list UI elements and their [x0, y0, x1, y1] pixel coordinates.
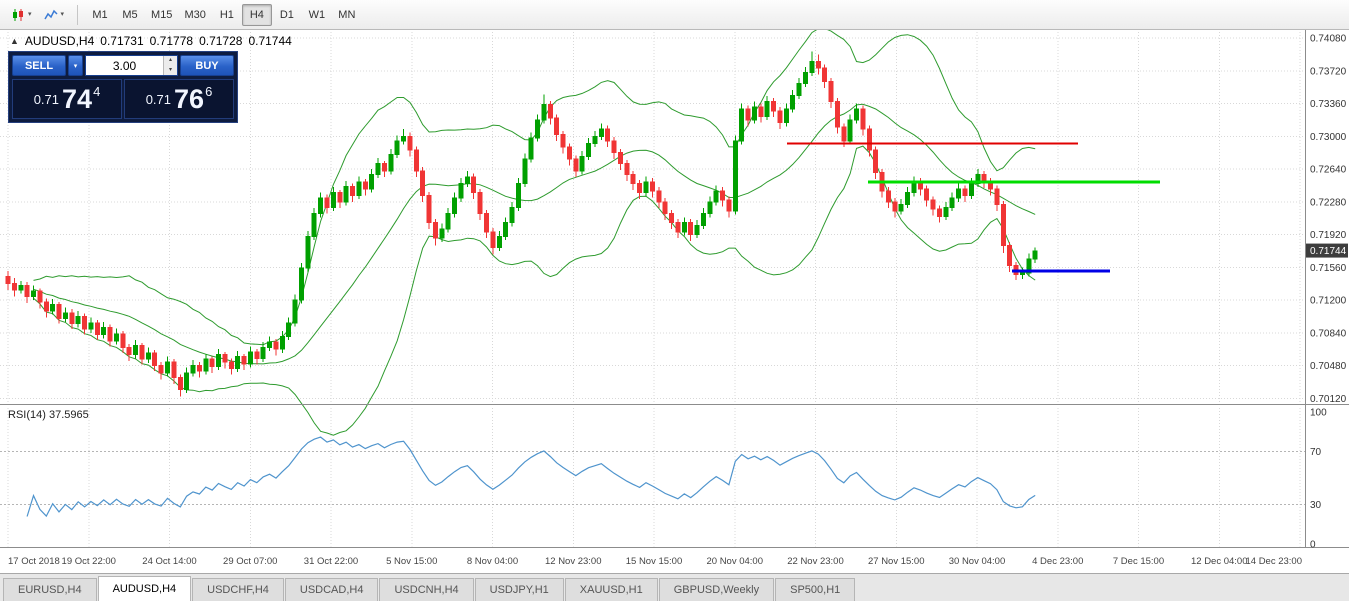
svg-text:0.70480: 0.70480 [1310, 361, 1347, 372]
svg-text:4 Dec 23:00: 4 Dec 23:00 [1032, 556, 1083, 567]
tab-eurusd-h4[interactable]: EURUSD,H4 [3, 578, 97, 601]
buy-button[interactable]: BUY [180, 55, 234, 76]
indicator-icon [43, 9, 58, 19]
low-value: 0.71728 [199, 34, 243, 48]
symbol-label: AUDUSD,H4 [24, 34, 95, 48]
svg-text:0.72280: 0.72280 [1310, 197, 1347, 208]
time-axis[interactable] [0, 547, 1305, 573]
svg-text:0.71200: 0.71200 [1310, 296, 1347, 307]
chart-tab-bar: EURUSD,H4 AUDUSD,H4 USDCHF,H4 USDCAD,H4 … [0, 573, 1349, 601]
chart-area: 0.74080 0.73720 0.73360 0.73000 0.72640 0.722… [0, 30, 1349, 573]
close-value: 0.71744 [248, 34, 292, 48]
svg-text:0.73000: 0.73000 [1310, 132, 1347, 143]
svg-text:31 Oct 22:00: 31 Oct 22:00 [304, 556, 358, 567]
chevron-down-icon: ▾ [28, 11, 32, 18]
chevron-down-icon: ▾ [60, 11, 65, 18]
timeframe-h4-button[interactable]: H4 [241, 3, 272, 26]
svg-text:70: 70 [1310, 447, 1322, 458]
ask-prefix: 0.71 [145, 91, 172, 107]
svg-text:0: 0 [1310, 540, 1316, 551]
lot-size-input[interactable] [86, 56, 163, 75]
svg-text:27 Nov 15:00: 27 Nov 15:00 [868, 556, 925, 567]
tab-gbpusd-weekly[interactable]: GBPUSD,Weekly [658, 578, 775, 601]
svg-text:17 Oct 2018: 17 Oct 2018 [8, 556, 60, 567]
price-axis[interactable] [1305, 30, 1349, 547]
bid-big-digits: 74 [62, 83, 93, 114]
pane-splitter[interactable] [0, 402, 1349, 407]
ask-big-digits: 76 [174, 83, 205, 114]
timeframe-m15-button[interactable]: M15 [145, 4, 178, 26]
svg-text:0.70120: 0.70120 [1310, 394, 1347, 405]
tab-sp500-h1[interactable]: SP500,H1 [775, 578, 856, 601]
timeframe-m1-button[interactable]: M1 [85, 4, 115, 26]
lot-preset-dropdown-button[interactable]: ▾ [68, 55, 83, 76]
timeframe-w1-button[interactable]: W1 [302, 4, 332, 26]
bid-prefix: 0.71 [33, 91, 60, 107]
svg-text:0.71744: 0.71744 [1310, 246, 1347, 257]
indicators-button[interactable]: ▾ [38, 4, 71, 26]
svg-text:100: 100 [1310, 408, 1327, 419]
svg-text:7 Dec 15:00: 7 Dec 15:00 [1113, 556, 1164, 567]
svg-text:8 Nov 04:00: 8 Nov 04:00 [467, 556, 518, 567]
timeframe-h1-button[interactable]: H1 [212, 4, 242, 26]
timeframe-mn-button[interactable]: MN [332, 4, 362, 26]
chart-type-button[interactable]: ▾ [5, 4, 38, 26]
svg-text:0.73360: 0.73360 [1310, 99, 1347, 110]
svg-text:0.71560: 0.71560 [1310, 263, 1347, 274]
sell-button[interactable]: SELL [12, 55, 66, 76]
svg-text:12 Dec 04:00: 12 Dec 04:00 [1191, 556, 1248, 567]
timeframe-m30-button[interactable]: M30 [178, 4, 211, 26]
sell-price-display[interactable]: 0.71 74 4 [12, 79, 122, 119]
ask-pipette: 6 [205, 83, 213, 99]
svg-text:0.73720: 0.73720 [1310, 66, 1347, 77]
svg-text:12 Nov 23:00: 12 Nov 23:00 [545, 556, 602, 567]
rsi-indicator-label: RSI(14) 37.5965 [8, 409, 89, 421]
svg-text:0.71920: 0.71920 [1310, 230, 1347, 241]
tab-usdchf-h4[interactable]: USDCHF,H4 [192, 578, 284, 601]
tab-xauusd-h1[interactable]: XAUUSD,H1 [564, 578, 658, 601]
timeframe-m5-button[interactable]: M5 [115, 4, 145, 26]
lot-decrease-icon[interactable]: ▾ [164, 65, 177, 75]
chart-canvas[interactable]: 0.74080 0.73720 0.73360 0.73000 0.72640 0.722… [0, 30, 1349, 573]
lot-spinner: ▴ ▾ [163, 56, 177, 75]
svg-text:15 Nov 15:00: 15 Nov 15:00 [626, 556, 683, 567]
chart-ohlc-title: ▲ AUDUSD,H4 0.71731 0.71778 0.71728 0.71… [10, 34, 292, 48]
tab-usdcad-h4[interactable]: USDCAD,H4 [284, 578, 379, 601]
high-value: 0.71778 [149, 34, 194, 48]
svg-text:30: 30 [1310, 500, 1322, 511]
toolbar-separator [77, 4, 79, 25]
lot-increase-icon[interactable]: ▴ [164, 56, 177, 66]
svg-text:0.70840: 0.70840 [1310, 328, 1347, 339]
lot-size-field: ▴ ▾ [85, 55, 178, 76]
one-click-collapse-icon[interactable]: ▲ [10, 36, 19, 46]
timeframe-d1-button[interactable]: D1 [272, 4, 302, 26]
tab-usdcnh-h4[interactable]: USDCNH,H4 [379, 578, 474, 601]
svg-text:5 Nov 15:00: 5 Nov 15:00 [386, 556, 437, 567]
candlestick-chart-icon [13, 8, 23, 21]
svg-text:20 Nov 04:00: 20 Nov 04:00 [706, 556, 763, 567]
bid-pipette: 4 [93, 83, 101, 99]
buy-price-display[interactable]: 0.71 76 6 [124, 79, 234, 119]
svg-text:24 Oct 14:00: 24 Oct 14:00 [142, 556, 196, 567]
svg-text:29 Oct 07:00: 29 Oct 07:00 [223, 556, 277, 567]
open-value: 0.71731 [100, 34, 144, 48]
tab-usdjpy-h1[interactable]: USDJPY,H1 [474, 578, 564, 601]
svg-text:30 Nov 04:00: 30 Nov 04:00 [949, 556, 1006, 567]
svg-text:22 Nov 23:00: 22 Nov 23:00 [787, 556, 844, 567]
svg-text:19 Oct 22:00: 19 Oct 22:00 [62, 556, 116, 567]
svg-text:0.74080: 0.74080 [1310, 34, 1347, 45]
top-toolbar: ▾ ▾ M1 M5 M15 M30 H1 H4 D1 W1 MN [0, 0, 1349, 30]
svg-text:14 Dec 23:00: 14 Dec 23:00 [1245, 556, 1302, 567]
svg-text:0.72640: 0.72640 [1310, 165, 1347, 176]
tab-audusd-h4[interactable]: AUDUSD,H4 [97, 576, 192, 601]
